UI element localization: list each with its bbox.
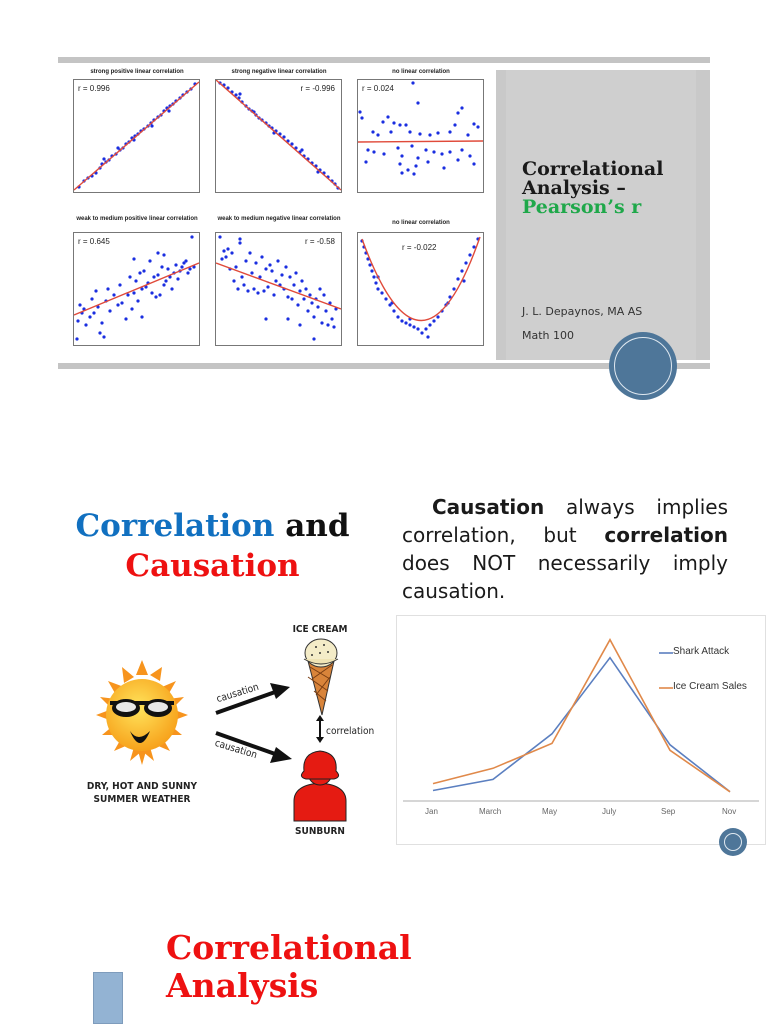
scatter-plot-strong-negative: r = -0.996 — [215, 79, 342, 193]
author-name: J. L. Depaynos, MA AS — [522, 305, 643, 318]
slide-badge-icon — [609, 332, 677, 400]
scatter-plot-graphic — [74, 235, 199, 341]
scatter-plot-graphic — [216, 235, 341, 341]
weather-label-line-1: DRY, HOT AND SUNNY — [86, 781, 198, 792]
title-line-3: Pearson’s r — [522, 196, 642, 218]
scatter-plot-weak-positive: r = 0.645 — [73, 232, 200, 346]
causation-diagram: ICE CREAM causation causation correlatio… — [80, 615, 390, 845]
series-ice-cream-sales — [432, 638, 731, 793]
diagram-graphic — [96, 638, 347, 822]
r-value-3: r = 0.024 — [362, 84, 394, 93]
sunglasses-icon — [110, 699, 174, 717]
slide-3-title-line-2: Analysis — [166, 966, 319, 1005]
scatter-plot-no-correlation: r = 0.024 — [357, 79, 484, 193]
scatter-title-1: strong positive linear correlation — [90, 69, 184, 75]
x-tick-sep: Sep — [661, 807, 676, 816]
title-line-2: Analysis – — [522, 177, 626, 199]
scatter-plot-graphic — [358, 81, 483, 176]
ice-cream-icon — [303, 638, 339, 716]
r-value-6: r = -0.022 — [402, 243, 437, 252]
sunburn-figure-icon — [293, 750, 347, 822]
course-name: Math 100 — [522, 329, 575, 342]
correlation-arrow — [316, 715, 324, 743]
title-panel — [496, 70, 710, 360]
scatter-plot-graphic — [216, 80, 341, 191]
r-value-1: r = 0.996 — [78, 84, 110, 93]
title-panel-inner — [506, 70, 696, 360]
weather-label-line-2: SUMMER WEATHER — [93, 794, 191, 805]
x-tick-may: May — [542, 807, 558, 816]
bold-causation: Causation — [432, 495, 545, 519]
line-chart-graphic — [403, 638, 759, 802]
body-text-1: always implies correlation, but — [402, 495, 728, 547]
r-value-5: r = -0.58 — [304, 237, 335, 246]
x-tick-march: March — [479, 807, 502, 816]
slide-badge-icon-small — [719, 828, 747, 856]
accent-bar — [93, 972, 123, 1024]
scatter-plot-graphic — [360, 236, 481, 339]
r-value-2: r = -0.996 — [300, 84, 335, 93]
causation-arrows — [215, 683, 292, 763]
x-tick-nov: Nov — [722, 807, 737, 816]
presentation-title: Correlational Analysis – Pearson’s r — [522, 160, 663, 217]
smile — [130, 731, 150, 743]
scatter-plot-weak-negative: r = -0.58 — [215, 232, 342, 346]
sunburn-label: SUNBURN — [295, 826, 345, 837]
heading-causation: Causation — [125, 548, 300, 584]
bottom-divider — [58, 363, 710, 369]
legend-shark-attack: Shark Attack — [673, 646, 730, 657]
scatter-title-3: no linear correlation — [392, 69, 450, 75]
correlation-label: correlation — [326, 726, 375, 737]
scatter-title-5: weak to medium negative linear correlati… — [217, 216, 341, 222]
x-tick-jan: Jan — [425, 807, 438, 816]
heading-correlation-and-causation: Correlation and Causation — [40, 506, 385, 586]
scatter-plot-strong-positive: r = 0.996 — [73, 79, 200, 193]
title-line-1: Correlational — [522, 158, 664, 180]
scatter-plot-parabolic: r = -0.022 — [357, 232, 484, 346]
ice-cream-label: ICE CREAM — [292, 624, 348, 635]
causation-statement: Causation always implies correlation, bu… — [402, 493, 728, 605]
r-value-4: r = 0.645 — [78, 237, 110, 246]
heading-and: and — [285, 508, 350, 544]
scatter-title-2: strong negative linear correlation — [231, 69, 327, 75]
slide-3-title-line-1: Correlational — [166, 928, 412, 967]
body-text-2: does NOT necessarily imply causation. — [402, 551, 728, 603]
scatter-title-6: no linear correlation — [392, 220, 450, 226]
scatter-title-4: weak to medium positive linear correlati… — [76, 216, 198, 222]
bold-correlation: correlation — [604, 523, 728, 547]
heading-correlation: Correlation — [75, 508, 275, 544]
slide-3-title: Correlational Analysis — [166, 929, 412, 1005]
series-shark-attack — [432, 656, 731, 793]
x-tick-july: July — [602, 807, 617, 816]
legend-ice-cream-sales: Ice Cream Sales — [673, 681, 747, 692]
weather-label: DRY, HOT AND SUNNY SUMMER WEATHER — [80, 780, 204, 806]
top-divider — [58, 57, 710, 63]
scatter-plot-graphic — [74, 81, 199, 191]
shark-icecream-line-chart: Shark Attack Ice Cream Sales Jan March M… — [396, 615, 766, 845]
